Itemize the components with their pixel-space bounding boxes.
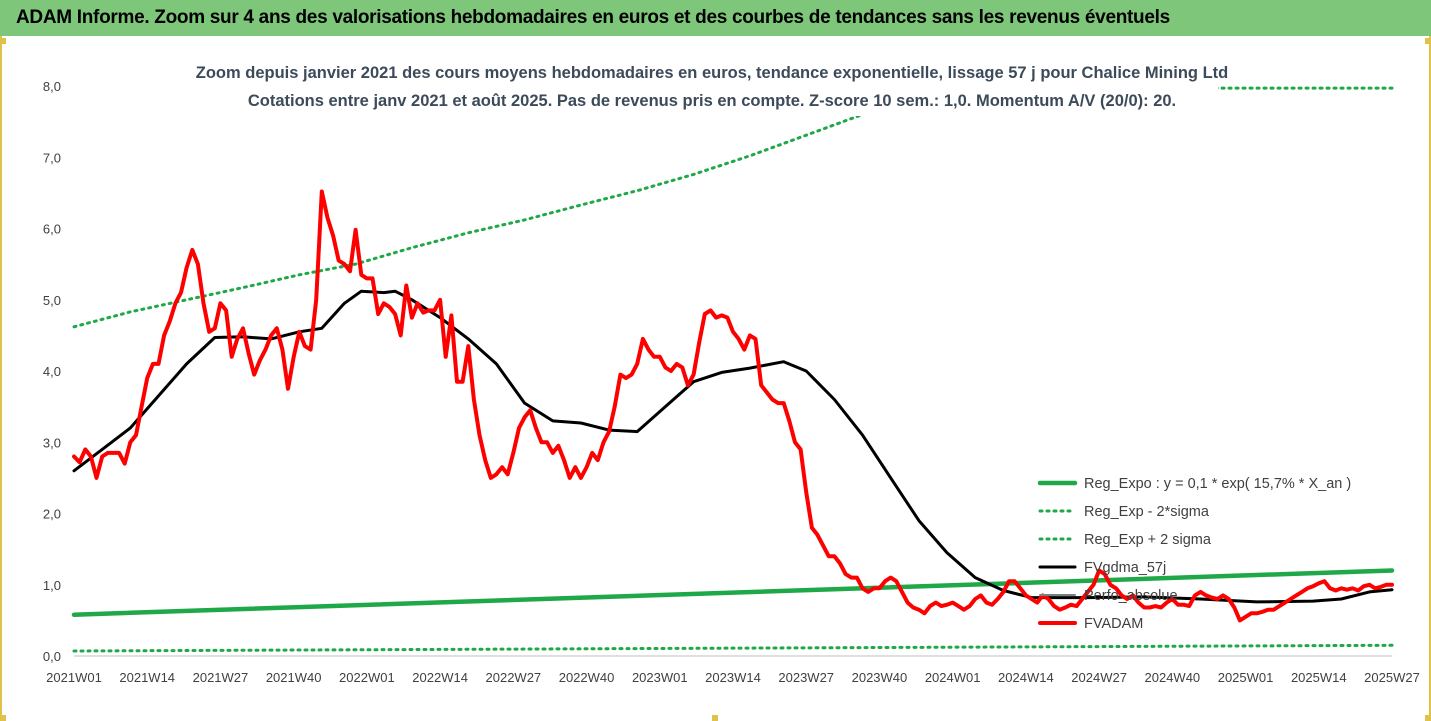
y-tick-label: 1,0 [43, 578, 61, 593]
legend-label: Reg_Expo : y = 0,1 * exp( 15,7% * X_an ) [1084, 476, 1351, 492]
report-banner: ADAM Informe. Zoom sur 4 ans des valoris… [0, 0, 1431, 36]
x-tick-label: 2021W14 [119, 670, 175, 685]
x-tick-label: 2021W40 [266, 670, 322, 685]
x-tick-label: 2023W01 [632, 670, 688, 685]
series-line-reg-exp [72, 643, 1394, 653]
x-tick-label: 2022W27 [486, 670, 542, 685]
y-tick-label: 5,0 [43, 293, 61, 308]
legend-label: Reg_Exp + 2 sigma [1084, 532, 1212, 548]
series-line-reg-expo [71, 568, 1395, 617]
legend-label: FVgdma_57j [1084, 560, 1166, 576]
chart-subtitle: Cotations entre janv 2021 et août 2025. … [248, 92, 1176, 110]
x-tick-label: 2021W27 [193, 670, 249, 685]
chart-title: Zoom depuis janvier 2021 des cours moyen… [196, 64, 1228, 82]
series-line-fvadam [72, 189, 1394, 623]
y-tick-label: 0,0 [43, 649, 61, 664]
y-tick-label: 3,0 [43, 435, 61, 450]
x-tick-label: 2022W40 [559, 670, 615, 685]
x-axis: 2021W01 2021W14 2021W27 2021W40 2022W01 2022W… [46, 670, 1420, 685]
y-tick-label: 7,0 [43, 150, 61, 165]
y-tick-label: 2,0 [43, 507, 61, 522]
x-tick-label: 2025W14 [1291, 670, 1347, 685]
legend-label: FVADAM [1084, 616, 1143, 632]
legend: Reg_Expo : y = 0,1 * exp( 15,7% * X_an )… [1037, 476, 1351, 632]
y-axis: 0,0 1,0 2,0 3,0 4,0 5,0 6,0 7,0 8,0 [43, 79, 61, 664]
x-tick-label: 2023W27 [778, 670, 834, 685]
x-tick-label: 2021W01 [46, 670, 102, 685]
frame-handle [1425, 715, 1431, 721]
legend-label: Perfo_absolue [1084, 588, 1178, 604]
x-tick-label: 2022W01 [339, 670, 395, 685]
x-tick-label: 2024W14 [998, 670, 1054, 685]
x-tick-label: 2023W40 [852, 670, 908, 685]
frame-handle [0, 715, 6, 721]
frame-handle [0, 38, 6, 44]
frame-handle [712, 715, 718, 721]
x-tick-label: 2023W14 [705, 670, 761, 685]
x-tick-label: 2025W01 [1218, 670, 1274, 685]
legend-label: Reg_Exp - 2*sigma [1084, 504, 1210, 520]
chart-frame [0, 36, 1431, 721]
x-tick-label: 2024W27 [1071, 670, 1127, 685]
frame-handle [1425, 38, 1431, 44]
x-tick-label: 2025W27 [1364, 670, 1420, 685]
y-tick-label: 6,0 [43, 222, 61, 237]
y-tick-label: 8,0 [43, 79, 61, 94]
x-tick-label: 2022W14 [412, 670, 468, 685]
series-layer [71, 86, 1395, 653]
y-tick-label: 4,0 [43, 364, 61, 379]
x-tick-label: 2024W01 [925, 670, 981, 685]
x-tick-label: 2024W40 [1145, 670, 1201, 685]
series-line-reg-exp [72, 86, 1394, 329]
title-background [210, 54, 1218, 116]
